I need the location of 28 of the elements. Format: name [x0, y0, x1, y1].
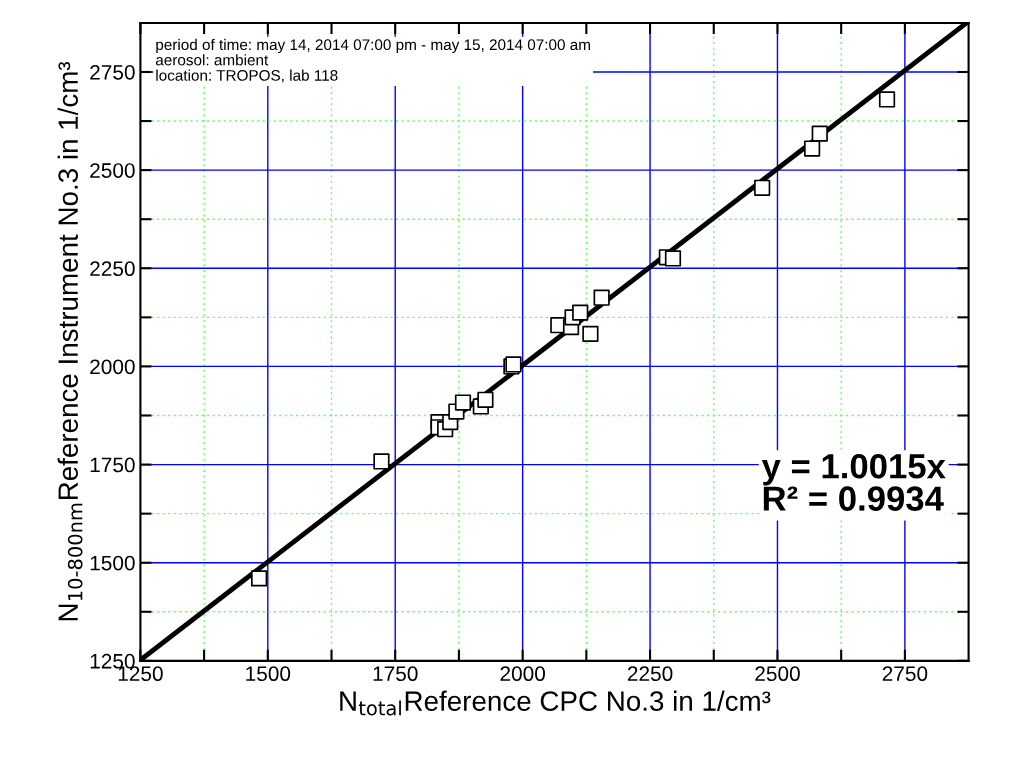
point: [754, 179, 771, 196]
y-tick-label: 1500: [90, 555, 135, 571]
x-tick-label: 2500: [755, 666, 800, 682]
point: [804, 140, 821, 157]
x-tick-label: 1750: [373, 666, 418, 682]
y-tick-label: 2750: [90, 64, 135, 80]
y-tick-label: 2250: [90, 261, 135, 277]
y-axis-title: N$_{10-800nm}$Reference Instrument No.3 in 1/cm³: [57, 61, 83, 621]
point: [251, 570, 268, 587]
point: [811, 125, 828, 142]
point: [593, 289, 610, 306]
y-tick-label: 1750: [90, 457, 135, 473]
point: [582, 325, 599, 342]
y-tick-label: 2500: [90, 163, 135, 178]
point: [878, 91, 896, 108]
point: [477, 391, 494, 408]
y-tick-label: 2000: [90, 359, 135, 375]
point: [664, 250, 682, 267]
annotation: period of time: may 14, 2014 07:00 pm - may 15, 2014 07:00 am aerosol: ambient location: TROPOS, lab 118: [155, 38, 590, 83]
point: [373, 453, 390, 470]
x-tick-label: 2000: [500, 666, 545, 682]
x-tick-label: 2750: [882, 666, 928, 682]
x-tick-label: 1500: [246, 666, 291, 682]
x-axis-title: N$_{total}$Reference CPC No.3 in 1/cm³: [340, 690, 771, 716]
point: [454, 394, 472, 411]
annotation: y = 1.0015x R² = 0.9934: [761, 453, 946, 511]
x-tick-label: 2250: [627, 666, 673, 682]
point: [572, 304, 589, 321]
